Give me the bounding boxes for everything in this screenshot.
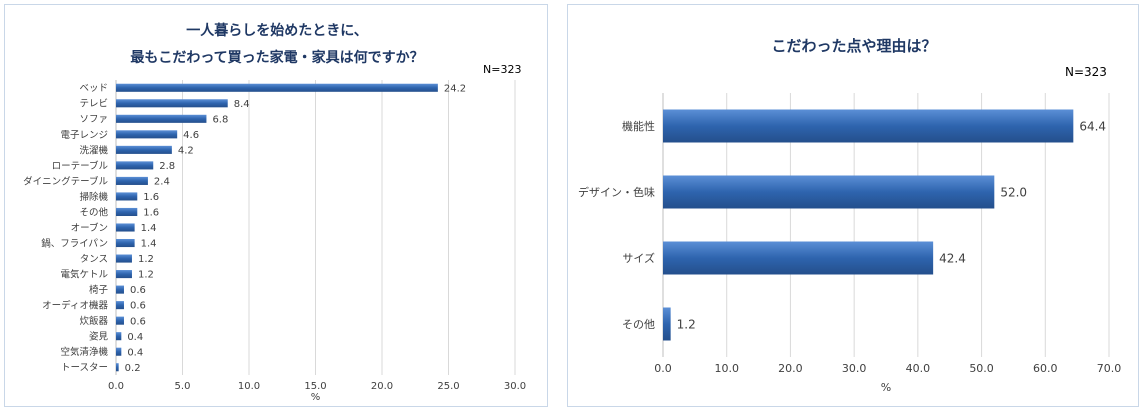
bar: [116, 223, 135, 232]
category-label: 姿見: [89, 331, 109, 343]
bar: [663, 109, 1074, 143]
bar-value-label: 2.4: [154, 177, 170, 188]
bar-value-label: 52.0: [1000, 185, 1027, 199]
category-label: 電子レンジ: [60, 130, 108, 141]
bar-value-label: 24.2: [444, 83, 466, 94]
chart-panel-left: 一人暮らしを始めたときに、最もこだわって買った家電・家具は何ですか？ N=323 0…: [4, 4, 548, 407]
category-label: ローテーブル: [52, 160, 109, 172]
category-label: 空気清浄機: [60, 346, 108, 358]
bar-value-label: 0.4: [127, 347, 143, 358]
bar: [116, 207, 138, 217]
category-label: 椅子: [89, 284, 109, 296]
bar-value-label: 2.8: [159, 161, 175, 172]
bar-value-label: 0.4: [127, 332, 143, 343]
bar: [116, 301, 124, 310]
category-label: 機能性: [622, 119, 655, 133]
bar-value-label: 4.2: [178, 145, 194, 156]
x-tick-label: 30.0: [504, 381, 526, 392]
bar-value-label: 1.2: [138, 254, 154, 265]
x-tick-label: 70.0: [1097, 362, 1122, 375]
x-tick-label: 0.0: [108, 381, 124, 392]
x-tick-label: 30.0: [842, 362, 867, 375]
bar: [116, 176, 148, 185]
bar: [663, 175, 995, 209]
chart-title-line: 一人暮らしを始めたときに、: [186, 22, 368, 39]
bar-value-label: 0.2: [125, 363, 141, 374]
bar: [116, 270, 132, 279]
category-label: 炊飯器: [79, 315, 108, 327]
bar-value-label: 6.8: [212, 114, 228, 125]
bar-value-label: 1.2: [138, 270, 154, 281]
category-label: 洗濯機: [79, 144, 108, 156]
category-label: オーブン: [71, 222, 108, 234]
category-label: 電気ケトル: [60, 268, 108, 280]
x-tick-label: 5.0: [175, 381, 191, 392]
category-label: サイズ: [622, 251, 655, 265]
category-label: ベッド: [79, 83, 108, 94]
bar-value-label: 0.6: [130, 285, 146, 296]
bar-chart-reasons: こだわった点や理由は？ N=323 0.0 10.0 20.0 30.0 40.0 50.0 6…: [578, 37, 1122, 394]
x-axis-label: %: [311, 392, 321, 403]
category-label: 鍋、フライパン: [41, 237, 108, 249]
bar-value-label: 42.4: [939, 251, 966, 265]
x-tick-label: 10.0: [714, 362, 739, 375]
sample-size-label: N=323: [483, 63, 521, 76]
bar-value-label: 4.6: [183, 130, 199, 141]
bar-chart-appliances: 一人暮らしを始めたときに、最もこだわって買った家電・家具は何ですか？ N=323 0…: [23, 22, 526, 403]
bar: [663, 307, 671, 341]
x-tick-label: 15.0: [304, 381, 326, 392]
bar: [116, 347, 122, 356]
category-label: 掃除機: [79, 191, 108, 203]
bar-value-label: 8.4: [234, 99, 250, 110]
bar-value-label: 0.6: [130, 301, 146, 312]
x-tick-label: 40.0: [906, 362, 931, 375]
sample-size-label: N=323: [1065, 65, 1107, 79]
bar-value-label: 1.4: [141, 239, 157, 250]
bar: [116, 130, 178, 139]
x-tick-label: 10.0: [238, 381, 260, 392]
bar: [116, 114, 207, 123]
chart-panel-right: こだわった点や理由は？ N=323 0.0 10.0 20.0 30.0 40.0 50.0 6…: [567, 4, 1139, 407]
bar: [116, 83, 438, 92]
bar-value-label: 0.6: [130, 316, 146, 327]
chart-title-line: 最もこだわって買った家電・家具は何ですか？: [130, 49, 423, 66]
bar: [116, 145, 172, 154]
category-label: タンス: [80, 254, 108, 265]
bar: [663, 241, 934, 275]
bar: [116, 161, 154, 170]
x-tick-label: 25.0: [437, 381, 459, 392]
bar: [116, 254, 132, 263]
bar-value-label: 1.6: [143, 192, 159, 203]
x-tick-label: 0.0: [654, 362, 672, 375]
x-tick-label: 20.0: [371, 381, 393, 392]
category-label: その他: [79, 206, 108, 218]
bar: [116, 316, 124, 325]
category-label: ダイニングテーブル: [23, 175, 108, 187]
bar-value-label: 1.4: [141, 223, 157, 234]
x-tick-label: 20.0: [778, 362, 803, 375]
category-label: トースター: [61, 363, 108, 374]
category-label: オーディオ機器: [42, 300, 108, 312]
bar-value-label: 64.4: [1079, 119, 1106, 133]
x-tick-label: 50.0: [969, 362, 994, 375]
chart-title-line: こだわった点や理由は？: [771, 37, 936, 55]
bar: [116, 238, 135, 248]
bar: [116, 285, 124, 294]
bar: [116, 363, 119, 372]
category-label: デザイン・色味: [578, 185, 655, 199]
bar: [116, 99, 228, 108]
category-label: その他: [622, 318, 655, 331]
bar: [116, 332, 122, 341]
category-label: テレビ: [79, 99, 108, 110]
bar-value-label: 1.2: [677, 317, 696, 331]
x-axis-label: %: [881, 381, 891, 394]
bar: [116, 192, 138, 201]
category-label: ソファ: [79, 114, 108, 125]
x-tick-label: 60.0: [1033, 362, 1058, 375]
bar-value-label: 1.6: [143, 208, 159, 219]
